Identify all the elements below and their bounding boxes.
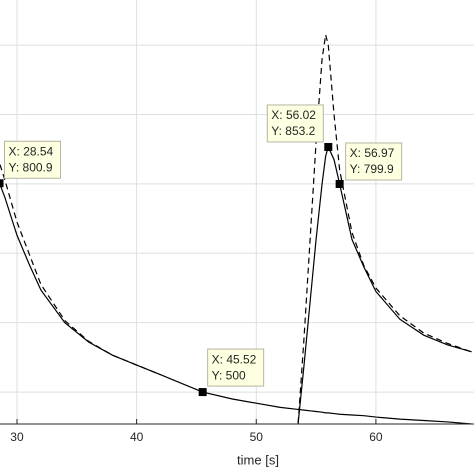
x-tick-label: 40 bbox=[130, 430, 144, 444]
datatip-y: Y: 799.9 bbox=[350, 162, 394, 176]
grid bbox=[0, 0, 474, 424]
series-line bbox=[0, 162, 161, 376]
series-line bbox=[0, 182, 472, 424]
datatip: X: 56.97 Y: 799.9 bbox=[335, 142, 403, 188]
datatip-marker bbox=[0, 179, 4, 188]
datatip-x: X: 56.97 bbox=[350, 146, 395, 160]
datatip-y: Y: 500 bbox=[212, 368, 246, 382]
datatip: X: 56.02 Y: 853.2 bbox=[266, 104, 333, 151]
datatip-marker bbox=[335, 179, 344, 188]
datatip-marker bbox=[198, 388, 207, 397]
datatip-marker bbox=[324, 142, 333, 151]
datatips: X: 28.54 Y: 800.9 X: 45.52 Y: 500 X: 56.02 Y:… bbox=[0, 104, 403, 397]
datatip-box bbox=[207, 348, 265, 387]
x-tick-label: 30 bbox=[10, 430, 24, 444]
x-tick-label: 50 bbox=[250, 430, 264, 444]
datatip-box bbox=[345, 142, 403, 181]
datatip-x: X: 28.54 bbox=[9, 144, 54, 158]
ticks: 30 40 50 60 bbox=[10, 419, 383, 444]
datatip-box bbox=[4, 140, 62, 179]
datatip-x: X: 56.02 bbox=[271, 108, 316, 122]
lines bbox=[0, 34, 472, 424]
datatip-y: Y: 853.2 bbox=[271, 124, 315, 138]
x-axis-label: time [s] bbox=[237, 452, 279, 467]
datatip-y: Y: 800.9 bbox=[9, 160, 53, 174]
datatip: X: 45.52 Y: 500 bbox=[198, 348, 265, 397]
datatip-x: X: 45.52 bbox=[212, 352, 257, 366]
series-line bbox=[297, 34, 472, 424]
series-line bbox=[297, 145, 472, 424]
datatip-box bbox=[266, 104, 324, 143]
datatip: X: 28.54 Y: 800.9 bbox=[0, 140, 62, 188]
x-tick-label: 60 bbox=[369, 430, 383, 444]
